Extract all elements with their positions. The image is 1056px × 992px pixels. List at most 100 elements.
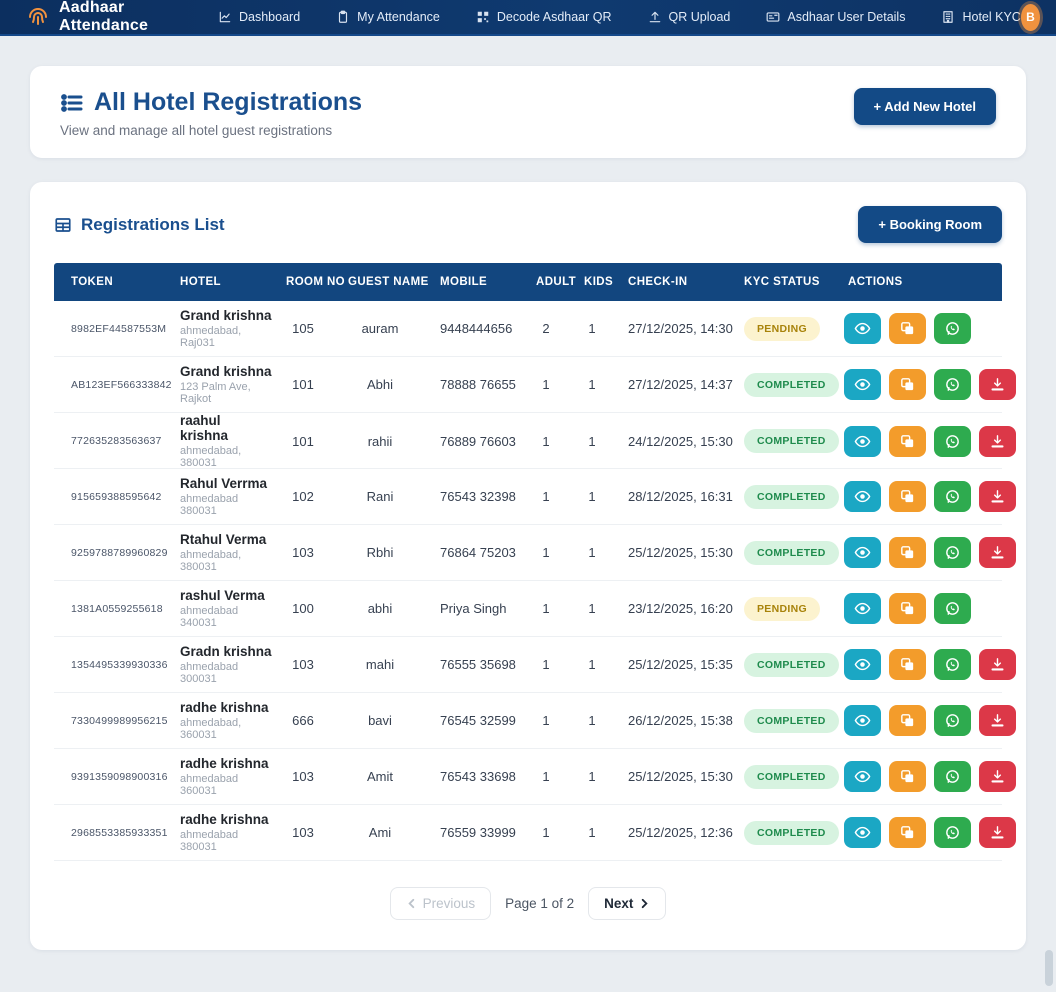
nav-item-asdhaar-user-details[interactable]: Asdhaar User Details	[766, 10, 905, 24]
building-icon	[941, 10, 955, 24]
row-actions	[834, 369, 1016, 400]
kyc-status-cell: COMPLETED	[730, 764, 839, 789]
kids-cell: 1	[588, 713, 596, 728]
hotel-cell: Grand krishna 123 Palm Ave, Rajkot	[166, 364, 272, 405]
view-icon	[854, 433, 871, 450]
copy-button[interactable]	[889, 537, 926, 568]
view-button[interactable]	[844, 537, 881, 568]
view-icon	[854, 320, 871, 337]
scrollbar-thumb[interactable]	[1045, 950, 1053, 986]
kyc-status-cell: COMPLETED	[730, 429, 839, 453]
row-actions	[834, 593, 1002, 624]
copy-button[interactable]	[889, 761, 926, 792]
adult-cell: 1	[542, 489, 550, 504]
mobile-cell: 76889 76603	[440, 433, 516, 449]
view-button[interactable]	[844, 705, 881, 736]
view-button[interactable]	[844, 649, 881, 680]
guest-name-cell: bavi	[368, 713, 392, 728]
nav-item-label: Dashboard	[239, 10, 301, 24]
column-header-kyc-status: KYC STATUS	[744, 276, 820, 288]
download-button[interactable]	[979, 705, 1016, 736]
kids-cell: 1	[588, 489, 596, 504]
page-subtitle: View and manage all hotel guest registra…	[60, 123, 333, 138]
view-button[interactable]	[844, 761, 881, 792]
mobile-cell: 76545 32599	[440, 713, 516, 728]
copy-button[interactable]	[889, 649, 926, 680]
whatsapp-icon	[944, 544, 961, 561]
whatsapp-button[interactable]	[934, 537, 971, 568]
row-actions	[834, 481, 1016, 512]
hotel-address: 123 Palm Ave, Rajkot	[180, 381, 251, 405]
download-button[interactable]	[979, 481, 1016, 512]
whatsapp-button[interactable]	[934, 481, 971, 512]
app-brand[interactable]: Aadhaar Attendance	[26, 0, 162, 35]
download-button[interactable]	[979, 649, 1016, 680]
copy-button[interactable]	[889, 705, 926, 736]
copy-button[interactable]	[889, 313, 926, 344]
download-button[interactable]	[979, 425, 1016, 457]
checkin-cell: 25/12/2025, 15:30	[628, 545, 733, 560]
view-button[interactable]	[844, 369, 881, 400]
user-avatar[interactable]: B	[1020, 3, 1040, 31]
nav-item-my-attendance[interactable]: My Attendance	[336, 10, 440, 24]
nav-item-decode-asdhaar-qr[interactable]: Decode Asdhaar QR	[476, 10, 612, 24]
app-title: Aadhaar Attendance	[59, 0, 149, 34]
kyc-status-cell: PENDING	[730, 596, 834, 621]
whatsapp-button[interactable]	[934, 425, 971, 457]
whatsapp-icon	[944, 433, 961, 450]
copy-button[interactable]	[889, 425, 926, 457]
checkin-cell: 27/12/2025, 14:37	[628, 377, 733, 392]
kyc-status-cell: COMPLETED	[730, 540, 839, 565]
copy-button[interactable]	[889, 593, 926, 624]
copy-button[interactable]	[889, 817, 926, 848]
whatsapp-button[interactable]	[934, 761, 971, 792]
row-actions	[834, 537, 1016, 568]
mobile-cell: 78888 76655	[440, 377, 516, 392]
view-button[interactable]	[844, 481, 881, 512]
download-button[interactable]	[979, 761, 1016, 792]
hotel-address: ahmedabad 360031	[180, 773, 239, 797]
column-header-room-no: ROOM NO	[286, 276, 346, 288]
copy-icon	[899, 712, 916, 729]
top-navbar: Aadhaar Attendance Dashboard My Attendan…	[0, 0, 1056, 36]
copy-button[interactable]	[889, 369, 926, 400]
whatsapp-button[interactable]	[934, 649, 971, 680]
view-icon	[854, 824, 871, 841]
token-cell: AB123EF566333842	[71, 378, 172, 391]
previous-page-button[interactable]: Previous	[389, 887, 492, 920]
copy-button[interactable]	[889, 481, 926, 512]
view-button[interactable]	[844, 593, 881, 624]
view-button[interactable]	[844, 817, 881, 848]
guest-name-cell: Rani	[366, 489, 394, 504]
checkin-cell: 25/12/2025, 15:35	[628, 657, 733, 672]
nav-item-dashboard[interactable]: Dashboard	[218, 10, 300, 24]
whatsapp-button[interactable]	[934, 817, 971, 848]
next-page-button[interactable]: Next	[588, 887, 667, 920]
view-button[interactable]	[844, 313, 881, 344]
mobile-cell: 76543 32398	[440, 489, 516, 504]
token-cell: 1354495339930336	[71, 658, 168, 671]
nav-item-qr-upload[interactable]: QR Upload	[648, 10, 730, 24]
whatsapp-button[interactable]	[934, 705, 971, 736]
column-header-actions: ACTIONS	[848, 276, 903, 288]
booking-room-button[interactable]: + Booking Room	[858, 206, 1002, 243]
hotel-address: ahmedabad, 380031	[180, 549, 242, 573]
whatsapp-button[interactable]	[934, 313, 971, 344]
whatsapp-button[interactable]	[934, 369, 971, 400]
download-button[interactable]	[979, 537, 1016, 568]
token-cell: 8982EF44587553M	[71, 322, 167, 335]
upload-icon	[648, 10, 662, 24]
download-button[interactable]	[979, 369, 1016, 400]
hotel-cell: raahul krishna ahmedabad, 380031	[166, 413, 272, 469]
whatsapp-icon	[944, 320, 961, 337]
download-button[interactable]	[979, 817, 1016, 848]
view-button[interactable]	[844, 425, 881, 457]
room-no-cell: 103	[292, 769, 314, 784]
whatsapp-button[interactable]	[934, 593, 971, 624]
room-no-cell: 103	[292, 657, 314, 672]
hotel-name: Grand krishna	[180, 364, 272, 379]
nav-item-hotel-kyc[interactable]: Hotel KYC	[941, 10, 1021, 24]
hotel-cell: Gradn krishna ahmedabad 300031	[166, 644, 272, 685]
add-new-hotel-button[interactable]: + Add New Hotel	[853, 88, 996, 125]
download-icon	[989, 768, 1006, 785]
